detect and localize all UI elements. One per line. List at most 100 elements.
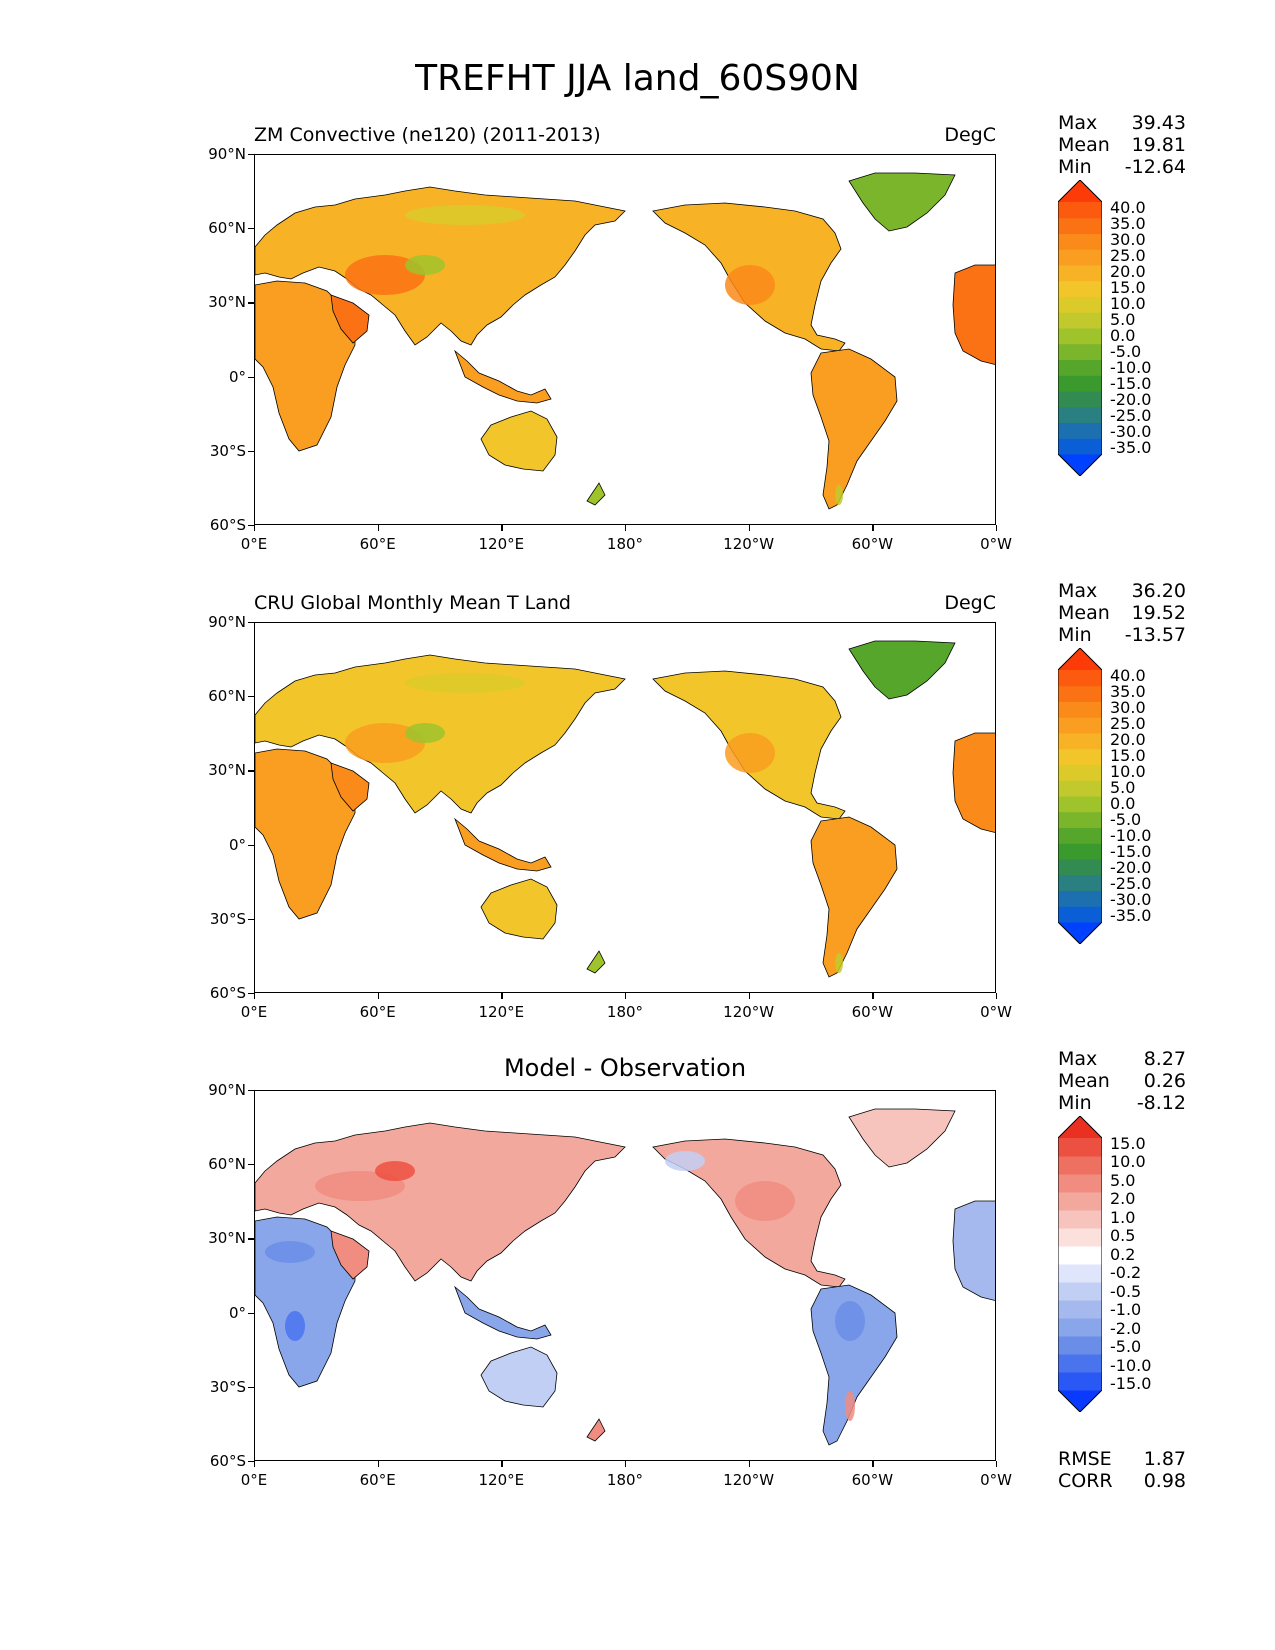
x-tick: [996, 1461, 998, 1467]
colorbar-label: 0.5: [1110, 1226, 1136, 1246]
y-tick: [248, 696, 254, 698]
land-greenland: [848, 640, 956, 700]
x-tick-label: 180°: [606, 535, 644, 553]
field-patch: [725, 265, 775, 305]
y-tick: [248, 1461, 254, 1463]
field-patch: [405, 723, 445, 743]
field-patch: [285, 1311, 305, 1341]
colorbar-label: 0.0: [1110, 326, 1136, 345]
colorbar-label: -15.0: [1110, 842, 1152, 861]
colorbar-segment: [1058, 670, 1102, 687]
x-tick: [501, 525, 503, 531]
error-stats: RMSE 1.87 CORR 0.98: [1058, 1448, 1186, 1492]
y-tick: [248, 993, 254, 995]
x-tick-label: 120°E: [478, 1003, 525, 1021]
map-model: [254, 154, 996, 525]
colorbar-label: -30.0: [1110, 422, 1152, 441]
y-tick: [248, 770, 254, 772]
colorbar-segment: [1058, 701, 1102, 718]
land-australia: [480, 410, 558, 472]
y-tick-label: 30°S: [209, 441, 246, 460]
land-se_asia: [454, 349, 552, 404]
x-tick-label: 120°W: [723, 1003, 775, 1021]
colorbar: [1058, 1116, 1102, 1412]
x-tick: [501, 993, 503, 999]
land-se_asia: [454, 1285, 552, 1340]
x-tick-label: 60°W: [851, 1471, 894, 1489]
y-tick-label: 90°N: [208, 145, 246, 163]
y-tick: [248, 154, 254, 156]
colorbar-segment: [1058, 438, 1102, 455]
colorbar-label: 0.0: [1110, 794, 1136, 813]
land-greenland: [848, 172, 956, 232]
x-tick-label: 60°E: [359, 1003, 396, 1021]
field-patch: [265, 1241, 315, 1263]
colorbar-segment: [1058, 1138, 1102, 1157]
x-tick-label: 120°E: [478, 1471, 525, 1489]
land-africa: [255, 280, 356, 452]
field-patch: [835, 953, 843, 973]
colorbar-label: 20.0: [1110, 262, 1146, 281]
colorbar-extend-max: [1058, 180, 1102, 202]
colorbar-label: -15.0: [1110, 1374, 1152, 1393]
colorbar-segment: [1058, 217, 1102, 234]
colorbar-extend-min: [1058, 454, 1102, 476]
colorbar-segment: [1058, 1354, 1102, 1373]
colorbar-segment: [1058, 202, 1102, 219]
colorbar-segment: [1058, 1300, 1102, 1319]
panel-units: DegC: [944, 124, 996, 146]
colorbar: [1058, 648, 1102, 944]
x-tick: [748, 993, 750, 999]
field-patch: [665, 1151, 705, 1171]
colorbar-segment: [1058, 717, 1102, 734]
map-diff: [254, 1090, 996, 1461]
x-tick-label: 180°: [606, 1471, 644, 1489]
land-samerica: [810, 348, 898, 510]
x-tick-label: 0°W: [980, 535, 1012, 553]
colorbar-segment: [1058, 796, 1102, 813]
colorbar-label: 15.0: [1110, 746, 1146, 765]
stats-box: Max 39.43 Mean 19.81 Min -12.64: [1058, 112, 1186, 178]
x-tick: [377, 1461, 379, 1467]
map-diff-svg: [255, 1108, 995, 1446]
colorbar-segment: [1058, 1156, 1102, 1175]
y-tick-label: 90°N: [208, 1081, 246, 1099]
x-tick: [377, 993, 379, 999]
colorbar-label: 5.0: [1110, 778, 1136, 797]
y-tick-label: 30°N: [208, 293, 246, 312]
colorbar-segment: [1058, 391, 1102, 408]
colorbar-label: 35.0: [1110, 214, 1146, 233]
y-tick-label: 60°N: [208, 1155, 246, 1174]
colorbar-segment: [1058, 780, 1102, 797]
colorbar-label: -20.0: [1110, 390, 1152, 409]
colorbar-segment: [1058, 296, 1102, 313]
y-tick-label: 60°N: [208, 219, 246, 238]
y-tick: [248, 450, 254, 452]
field-patch: [725, 733, 775, 773]
colorbar-segment: [1058, 233, 1102, 250]
land-samerica: [810, 1284, 898, 1446]
colorbar-label: -5.0: [1110, 342, 1142, 361]
colorbar-label: 15.0: [1110, 278, 1146, 297]
y-tick-label: 60°S: [209, 516, 246, 534]
y-tick: [248, 525, 254, 527]
x-tick: [254, 1461, 256, 1467]
y-tick: [248, 844, 254, 846]
y-tick-label: 0°: [228, 835, 246, 854]
colorbar-segment: [1058, 1372, 1102, 1391]
colorbar-segment: [1058, 890, 1102, 907]
colorbar-segment: [1058, 328, 1102, 345]
colorbar-label: -2.0: [1110, 1318, 1142, 1338]
colorbar-label: -1.0: [1110, 1300, 1142, 1320]
map-model-svg: [255, 172, 995, 510]
colorbar-label: -0.5: [1110, 1281, 1142, 1301]
colorbar-label: 40.0: [1110, 666, 1146, 685]
land-australia: [480, 1346, 558, 1408]
colorbar-label: 20.0: [1110, 730, 1146, 749]
y-tick: [248, 228, 254, 230]
stats-box: Max 8.27 Mean 0.26 Min -8.12: [1058, 1048, 1186, 1114]
colorbar-segment: [1058, 764, 1102, 781]
x-tick-label: 180°: [606, 1003, 644, 1021]
y-tick-label: 30°N: [208, 761, 246, 780]
colorbar-segment: [1058, 1264, 1102, 1283]
